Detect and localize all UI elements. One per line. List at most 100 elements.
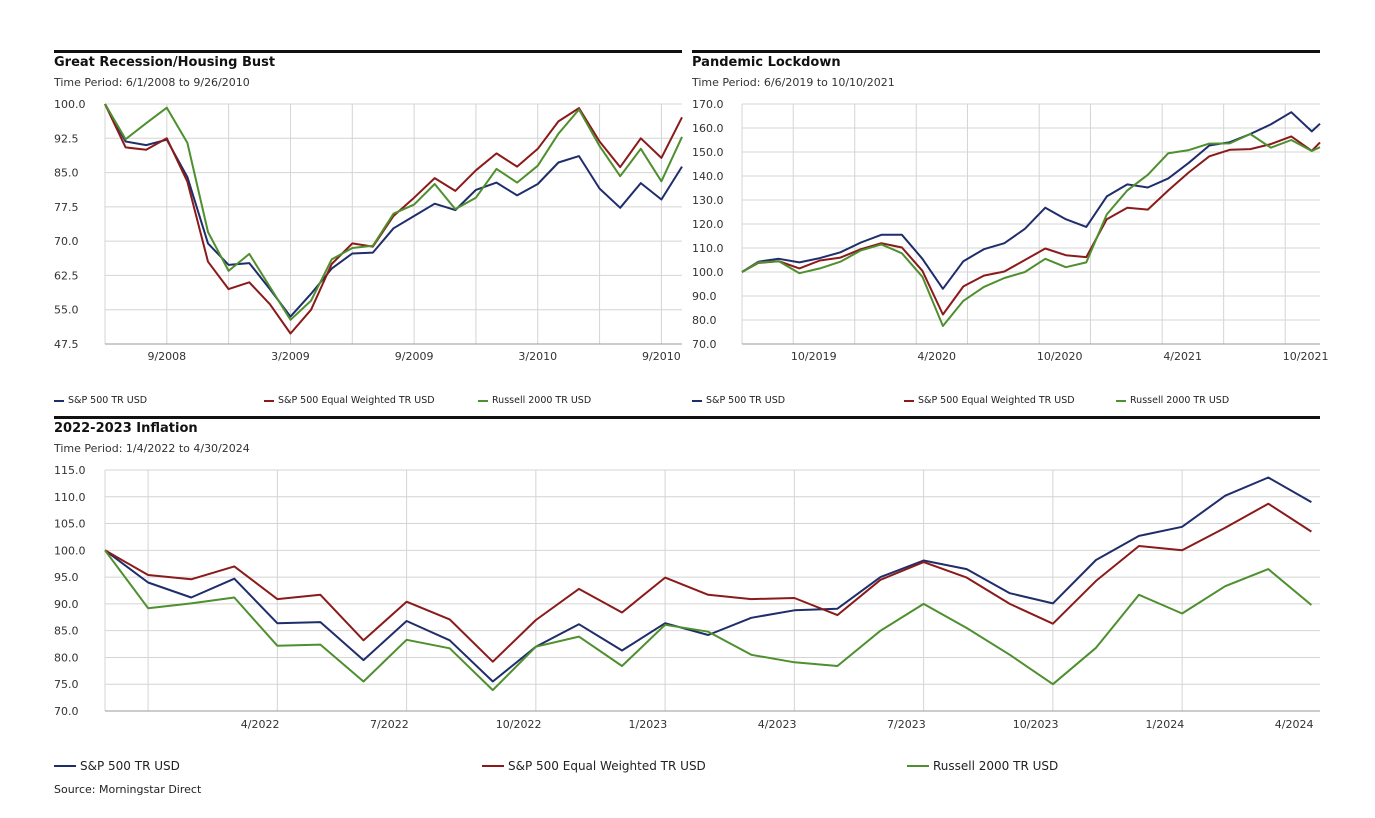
y-tick-label: 140.0 [692,170,724,183]
line-chart-svg: 170.0 160.0 150.0 140.0 130.0 120.0 110.0 100.0… [692,98,1329,363]
x-tick-label: 7/2022 [370,718,409,731]
y-tick-label: 120.0 [692,218,724,231]
source-note: Source: Morningstar Direct [54,783,202,796]
chart-title: Great Recession/Housing Bust [54,55,276,70]
y-tick-label: 115.0 [54,464,86,477]
legend-item: S&P 500 Equal Weighted TR USD [482,759,706,773]
x-tick-label: 4/2020 [917,350,956,363]
legend-swatch [478,399,488,402]
y-tick-label: 105.0 [54,518,86,531]
y-tick-label: 100.0 [54,544,86,557]
legend-swatch [54,399,64,402]
panel-top-rule [54,50,682,53]
y-tick-label: 150.0 [692,146,724,159]
legend-item: S&P 500 Equal Weighted TR USD [904,395,1075,406]
legend-swatch [482,765,504,767]
y-tick-label: 110.0 [692,242,724,255]
legend-swatch [907,765,929,767]
chart-legend: S&P 500 TR USD S&P 500 Equal Weighted TR … [692,395,1320,409]
legend-item: Russell 2000 TR USD [907,759,1058,773]
x-tick-label: 4/2021 [1163,350,1202,363]
x-tick-label: 10/2022 [496,718,542,731]
legend-label: Russell 2000 TR USD [1130,395,1230,406]
y-tick-label: 100.0 [692,266,724,279]
y-tick-label: 170.0 [692,98,724,111]
y-tick-label: 70.0 [692,338,717,351]
y-tick-label: 70.0 [54,235,79,248]
chart-panel-pandemic-lockdown: Pandemic Lockdown Time Period: 6/6/2019 … [692,50,1329,410]
legend-label: Russell 2000 TR USD [492,395,592,406]
line-chart: 170.0 160.0 150.0 140.0 130.0 120.0 110.0 100.0… [692,94,1329,364]
series-line-sp500 [104,476,1312,683]
y-tick-label: 160.0 [692,122,724,135]
chart-legend: S&P 500 TR USD S&P 500 Equal Weighted TR … [54,759,1320,775]
line-chart-svg: 100.0 92.5 85.0 77.5 70.0 62.5 55.0 47.5 9/2008 3… [54,98,683,363]
y-tick-label: 90.0 [692,290,717,303]
chart-panel-great-recession: Great Recession/Housing Bust Time Period… [54,50,683,410]
y-tick-label: 55.0 [54,304,79,317]
chart-subtitle: Time Period: 1/4/2022 to 4/30/2024 [54,442,250,455]
chart-subtitle: Time Period: 6/1/2008 to 9/26/2010 [54,76,250,89]
legend-label: S&P 500 Equal Weighted TR USD [918,395,1075,406]
y-tick-label: 100.0 [54,98,86,111]
y-tick-label: 80.0 [54,651,79,664]
legend-item: Russell 2000 TR USD [1116,395,1229,406]
series-line-equal [104,502,1312,663]
x-tick-label: 4/2022 [241,718,280,731]
chart-title: 2022-2023 Inflation [54,421,198,436]
y-tick-label: 47.5 [54,338,79,351]
line-chart: 100.0 92.5 85.0 77.5 70.0 62.5 55.0 47.5 9/2008 3… [54,94,683,364]
x-tick-label: 10/2020 [1037,350,1083,363]
x-tick-label: 3/2009 [271,350,310,363]
x-tick-label: 4/2024 [1275,718,1314,731]
gridlines [104,103,682,345]
legend-item: Russell 2000 TR USD [478,395,591,406]
x-tick-label: 1/2023 [629,718,668,731]
x-tick-label: 9/2010 [642,350,681,363]
legend-swatch [904,399,914,402]
legend-label: S&P 500 TR USD [68,395,148,406]
y-tick-label: 92.5 [54,132,79,145]
series-line-russell [104,103,683,321]
x-tick-label: 4/2023 [758,718,797,731]
legend-label: S&P 500 Equal Weighted TR USD [508,759,706,773]
panel-top-rule [692,50,1320,53]
legend-label: S&P 500 TR USD [80,759,180,773]
y-tick-label: 80.0 [692,314,717,327]
line-chart: 115.0 110.0 105.0 100.0 95.0 90.0 85.0 80.0 75.0… [54,460,1320,736]
legend-item: S&P 500 TR USD [54,395,147,406]
x-tick-label: 7/2023 [887,718,926,731]
chart-legend: S&P 500 TR USD S&P 500 Equal Weighted TR … [54,395,682,409]
legend-item: S&P 500 Equal Weighted TR USD [264,395,435,406]
series-line-equal [741,135,1321,316]
y-tick-label: 75.0 [54,678,79,691]
x-tick-label: 9/2009 [395,350,434,363]
y-tick-label: 130.0 [692,194,724,207]
y-tick-label: 110.0 [54,491,86,504]
x-tick-label: 3/2010 [518,350,557,363]
line-chart-svg: 115.0 110.0 105.0 100.0 95.0 90.0 85.0 80.0 75.0… [54,464,1320,731]
series-line-equal [104,103,683,335]
y-tick-label: 62.5 [54,269,79,282]
series-line-sp500 [104,103,683,318]
y-tick-label: 90.0 [54,598,79,611]
x-tick-label: 9/2008 [147,350,186,363]
y-tick-label: 95.0 [54,571,79,584]
legend-label: S&P 500 TR USD [706,395,786,406]
x-tick-label: 10/2021 [1283,350,1329,363]
x-tick-label: 10/2019 [791,350,837,363]
chart-title: Pandemic Lockdown [692,55,841,70]
x-tick-label: 10/2023 [1013,718,1059,731]
y-tick-label: 85.0 [54,167,79,180]
legend-swatch [54,765,76,767]
legend-swatch [1116,399,1126,402]
y-tick-label: 85.0 [54,625,79,638]
legend-item: S&P 500 TR USD [692,395,785,406]
legend-swatch [692,399,702,402]
chart-panel-inflation: 2022-2023 Inflation Time Period: 1/4/202… [54,416,1320,776]
y-tick-label: 77.5 [54,201,79,214]
chart-subtitle: Time Period: 6/6/2019 to 10/10/2021 [692,76,895,89]
y-tick-label: 70.0 [54,705,79,718]
panel-top-rule [54,416,1320,419]
x-tick-label: 1/2024 [1146,718,1185,731]
